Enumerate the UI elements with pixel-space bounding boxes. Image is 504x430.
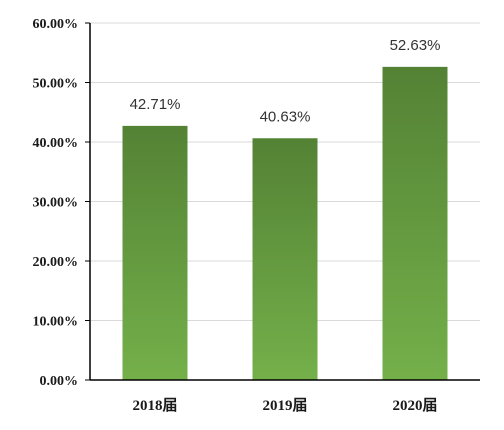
- data-label: 40.63%: [260, 108, 311, 125]
- x-category-label: 2019届: [262, 397, 307, 414]
- axes: [85, 22, 480, 381]
- y-tick-label: 60.00%: [33, 17, 79, 32]
- y-tick-label: 40.00%: [33, 136, 79, 151]
- y-tick-label: 30.00%: [33, 196, 79, 211]
- bar-3: [382, 66, 448, 380]
- y-tick-label: 20.00%: [33, 255, 79, 270]
- bar-1: [122, 125, 188, 380]
- x-category-label: 2020届: [392, 397, 437, 414]
- bars: [122, 66, 448, 380]
- bar-2: [252, 138, 318, 380]
- data-label: 42.71%: [130, 96, 181, 113]
- labels: 0.00% 10.00% 20.00% 30.00% 40.00% 50.00% 60.00…: [33, 17, 441, 414]
- data-label: 52.63%: [390, 37, 441, 54]
- y-tick-label: 50.00%: [33, 77, 79, 92]
- y-tick-label: 0.00%: [40, 374, 79, 389]
- x-category-label: 2018届: [132, 397, 177, 414]
- y-tick-label: 10.00%: [33, 315, 79, 330]
